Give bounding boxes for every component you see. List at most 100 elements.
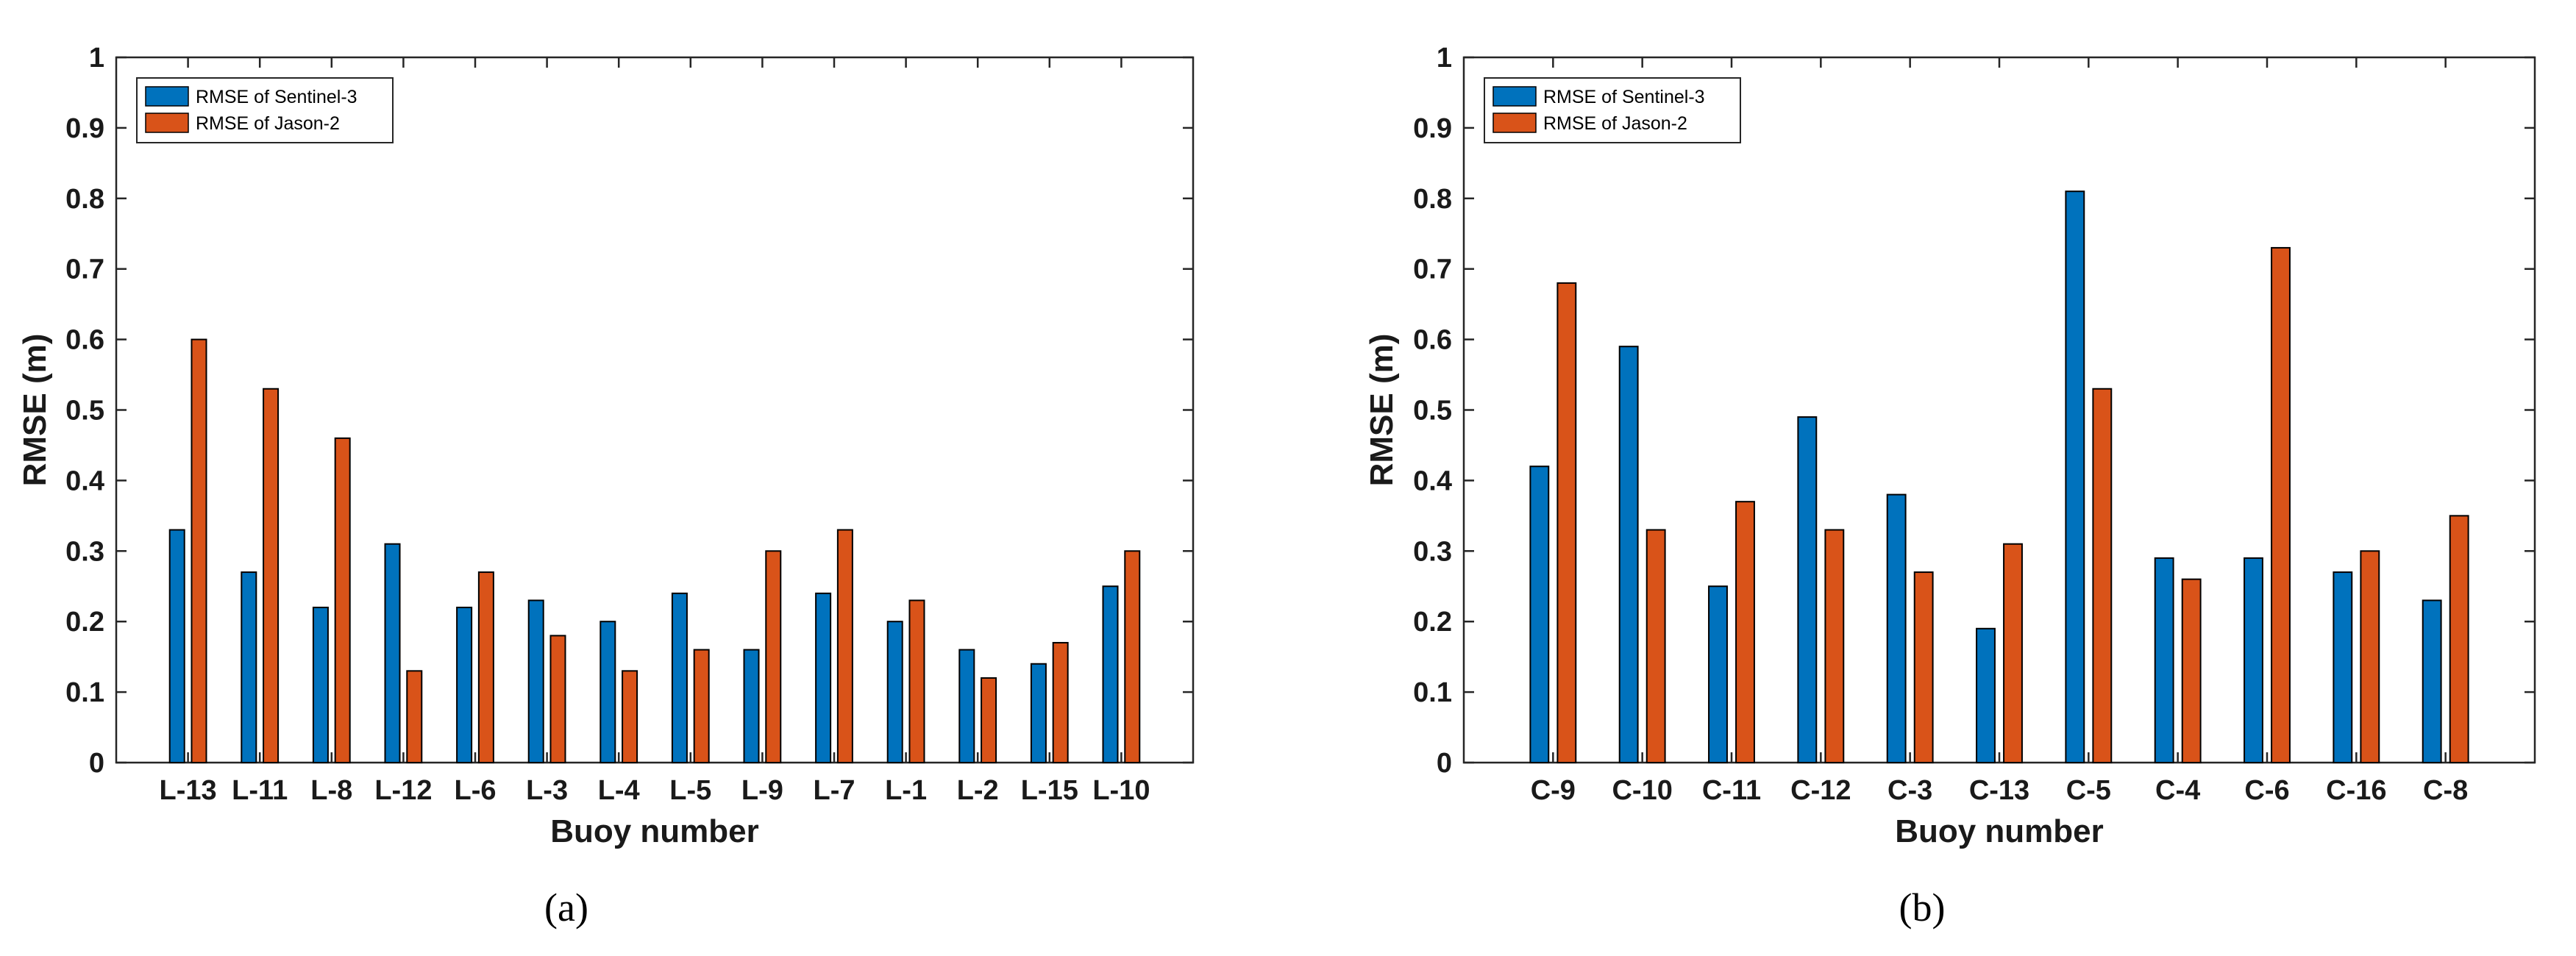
x-tick-label: L-9 [741,775,783,806]
bar-sentinel-3-l-15 [1030,663,1047,763]
legend-swatch-sentinel-3 [1492,86,1537,107]
bar-jason-2-l-11 [263,388,280,763]
y-tick-label: 0.4 [1413,465,1452,496]
bar-jason-2-l-1 [908,599,925,763]
y-tick-label: 0.2 [1413,607,1452,638]
bar-sentinel-3-l-4 [599,621,616,764]
y-tick-label: 0.6 [1413,325,1452,356]
x-tick-label: L-2 [957,775,999,806]
y-axis-label: RMSE (m) [17,334,53,487]
chart-panel-b: 0 0.1 0.2 0.3 0.4 0.5 0.6 0.7 0.8 0.9 1 C-9 C-10 C-11… [1364,43,2536,930]
bar-sentinel-3-l-5 [671,592,688,764]
bar-jason-2-c-5 [2092,388,2113,763]
bar-jason-2-l-10 [1124,550,1141,763]
x-tick-label: L-1 [885,775,927,806]
bar-jason-2-c-6 [2271,246,2291,763]
x-tick-label: L-7 [814,775,855,806]
legend-label-sentinel-3: RMSE of Sentinel-3 [1543,87,1705,107]
x-tick-label: L-6 [455,775,497,806]
bar-jason-2-c-11 [1735,501,1755,763]
bar-sentinel-3-l-1 [886,621,903,764]
bar-jason-2-l-4 [622,670,638,764]
x-axis-label: Buoy number [1895,813,2104,849]
x-tick-label: L-15 [1021,775,1078,806]
y-tick-label: 0.4 [65,465,104,496]
bar-sentinel-3-l-13 [168,529,185,764]
plot-area [1462,56,2536,764]
bar-sentinel-3-l-6 [456,607,473,764]
x-tick-label: L-8 [310,775,352,806]
y-tick-label: 0.5 [65,396,104,427]
legend-swatch-sentinel-3 [145,86,189,107]
panel-label: (b) [1899,885,1946,930]
x-tick-label: C-12 [1790,775,1851,806]
bar-jason-2-c-10 [1645,529,1666,764]
y-tick-label: 0 [1437,748,1452,779]
bar-jason-2-c-9 [1556,282,1577,763]
x-tick-label: L-13 [160,775,217,806]
bar-jason-2-c-13 [2003,543,2023,764]
bar-sentinel-3-c-9 [1529,465,1550,763]
bar-jason-2-l-7 [836,529,853,764]
y-tick-label: 0.2 [65,607,104,638]
bar-sentinel-3-l-12 [384,543,401,764]
x-tick-label: C-13 [1969,775,2029,806]
y-axis-label: RMSE (m) [1364,334,1400,487]
bar-sentinel-3-l-8 [312,607,329,764]
y-tick-label: 1 [89,43,104,74]
bar-sentinel-3-c-3 [1886,493,1907,764]
bar-jason-2-l-2 [981,677,997,763]
y-tick-label: 0.1 [65,677,104,708]
legend-label-jason-2: RMSE of Jason-2 [1543,113,1687,134]
y-tick-label: 1 [1437,43,1452,74]
bar-sentinel-3-l-9 [743,649,760,763]
y-tick-label: 0.9 [65,113,104,144]
panel-label: (a) [544,885,588,930]
bar-jason-2-l-12 [406,670,423,764]
y-tick-label: 0.1 [1413,677,1452,708]
x-tick-label: C-4 [2155,775,2200,806]
chart-panel-a: 0 0.1 0.2 0.3 0.4 0.5 0.6 0.7 0.8 0.9 1 L-13 L-11 L-8… [17,43,1195,930]
bar-sentinel-3-l-11 [241,571,257,763]
y-tick-label: 0.8 [65,184,104,215]
x-tick-label: L-5 [669,775,711,806]
bar-jason-2-c-4 [2181,578,2202,763]
bar-sentinel-3-c-6 [2244,557,2263,763]
x-tick-label: L-10 [1092,775,1150,806]
legend-swatch-jason-2 [145,113,189,133]
bar-jason-2-l-15 [1052,641,1069,763]
x-tick-label: L-4 [598,775,640,806]
bar-sentinel-3-l-7 [815,592,832,764]
bar-jason-2-l-13 [191,338,207,764]
y-tick-label: 0.3 [65,536,104,567]
y-tick-label: 0.6 [65,325,104,356]
y-tick-label: 0.7 [1413,254,1452,285]
bar-sentinel-3-c-12 [1797,416,1818,764]
x-tick-label: C-6 [2244,775,2289,806]
x-tick-label: L-12 [374,775,432,806]
legend-swatch-jason-2 [1492,113,1537,133]
bar-sentinel-3-c-16 [2333,571,2353,763]
x-axis-label: Buoy number [550,813,759,849]
bar-jason-2-c-16 [2360,550,2380,763]
legend-label-jason-2: RMSE of Jason-2 [196,113,340,134]
y-tick-label: 0 [89,748,104,779]
x-tick-label: C-9 [1531,775,1576,806]
bar-jason-2-l-9 [765,550,782,763]
x-tick-label: C-5 [2066,775,2111,806]
x-tick-label: C-10 [1612,775,1672,806]
x-tick-label: L-3 [526,775,568,806]
y-tick-label: 0.7 [65,254,104,285]
y-tick-label: 0.5 [1413,396,1452,427]
y-tick-label: 0.9 [1413,113,1452,144]
x-tick-label: C-3 [1887,775,1932,806]
bar-sentinel-3-c-13 [1976,627,1996,763]
bar-sentinel-3-c-10 [1618,346,1639,763]
bar-sentinel-3-c-5 [2065,190,2085,763]
x-tick-label: C-16 [2326,775,2386,806]
bar-jason-2-l-3 [549,635,566,763]
bar-jason-2-c-8 [2449,515,2469,763]
y-tick-label: 0.3 [1413,536,1452,567]
bar-jason-2-l-5 [693,649,710,763]
